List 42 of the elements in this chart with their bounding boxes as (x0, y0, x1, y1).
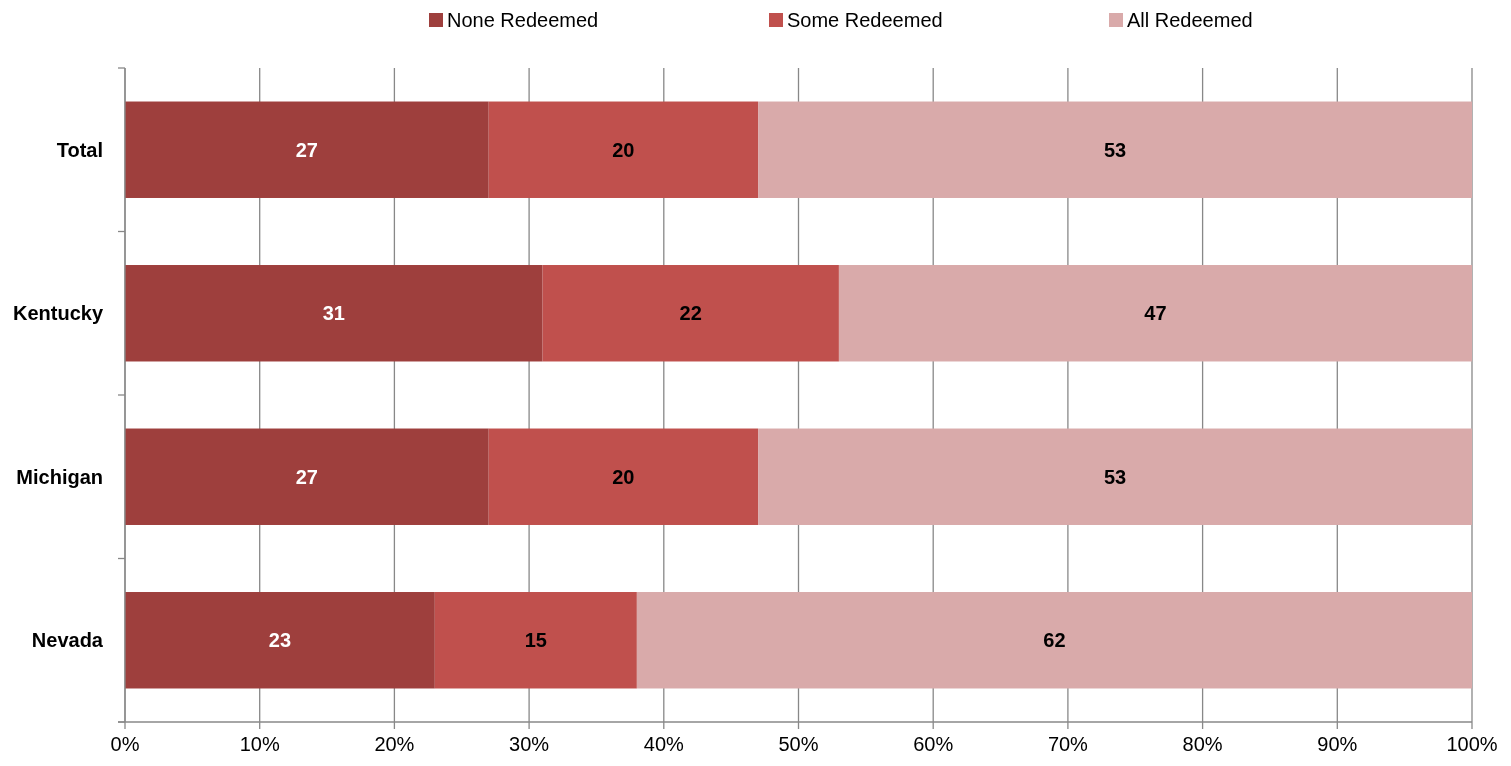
x-tick-label: 10% (239, 733, 280, 755)
x-tick-label: 90% (1317, 733, 1358, 755)
data-label: 27 (295, 465, 318, 488)
x-tick-label: 80% (1182, 733, 1223, 755)
x-tick-label: 0% (110, 733, 140, 755)
legend-label: Some Redeemed (787, 9, 943, 31)
y-tick-label: Michigan (16, 465, 103, 488)
data-label: 15 (524, 629, 547, 652)
x-tick-label: 70% (1047, 733, 1089, 755)
data-label: 20 (612, 465, 635, 488)
x-tick-label: 50% (778, 733, 819, 755)
data-label: 53 (1103, 138, 1127, 161)
y-tick-label: Nevada (31, 629, 104, 652)
bar (488, 428, 759, 525)
x-tick-label: 30% (509, 733, 550, 755)
data-label: 22 (679, 302, 702, 325)
bar (125, 428, 489, 525)
data-label: 31 (322, 302, 345, 325)
x-tick-label: 60% (913, 733, 954, 755)
data-label: 20 (612, 138, 635, 161)
bar (488, 101, 759, 198)
data-label: 23 (268, 629, 292, 652)
bar (125, 592, 435, 689)
bar (434, 592, 637, 689)
data-label: 62 (1043, 629, 1066, 652)
legend-label: All Redeemed (1127, 9, 1253, 31)
data-label: 27 (295, 138, 318, 161)
bar (125, 101, 489, 198)
data-label: 47 (1144, 302, 1167, 325)
y-tick-label: Total (56, 138, 103, 161)
bar (838, 265, 1472, 362)
y-tick-label: Kentucky (12, 302, 104, 325)
data-label: 53 (1103, 465, 1127, 488)
bar (542, 265, 839, 362)
bar (636, 592, 1472, 689)
bar (758, 428, 1472, 525)
bar (758, 101, 1472, 198)
x-tick-label: 20% (374, 733, 415, 755)
bar (125, 265, 543, 362)
legend-label: None Redeemed (447, 9, 599, 31)
x-tick-label: 40% (643, 733, 685, 755)
x-tick-label: 100% (1446, 733, 1498, 755)
